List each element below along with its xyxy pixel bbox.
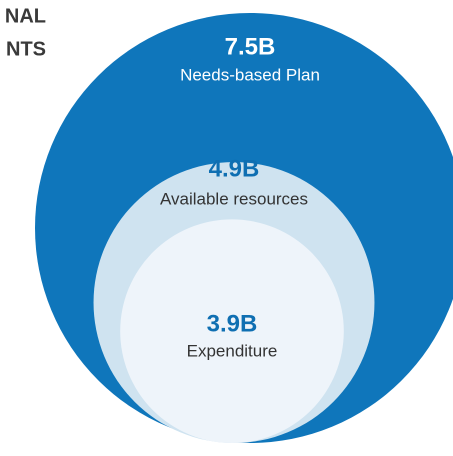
title-line: NAL xyxy=(5,5,46,27)
value-label: 3.9B xyxy=(207,310,258,337)
title-line: NTS xyxy=(6,38,46,60)
category-label: Available resources xyxy=(160,189,308,208)
value-label: 7.5B xyxy=(225,33,276,60)
category-label: Needs-based Plan xyxy=(180,65,320,84)
value-label: 4.9B xyxy=(209,155,260,182)
circle xyxy=(120,219,344,443)
category-label: Expenditure xyxy=(187,341,278,360)
